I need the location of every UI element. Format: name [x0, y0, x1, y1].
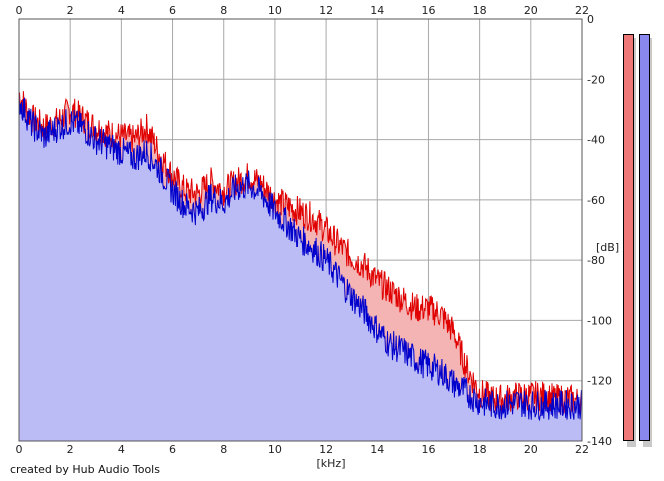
x-tick-label-bottom: 8	[220, 443, 227, 456]
x-tick-label-bottom: 10	[268, 443, 282, 456]
series-layer	[18, 91, 583, 442]
level-meter-left	[623, 34, 634, 441]
x-tick-label-top: 20	[524, 4, 538, 17]
x-tick-label-bottom: 0	[16, 443, 23, 456]
x-tick-label-top: 10	[268, 4, 282, 17]
y-tick-label: -20	[587, 73, 605, 86]
y-tick-label: -100	[587, 314, 612, 327]
credit-text: created by Hub Audio Tools	[10, 463, 160, 476]
series-1-line	[18, 91, 583, 422]
y-tick-label: -120	[587, 375, 612, 388]
y-tick-label: -60	[587, 194, 605, 207]
x-tick-label-bottom: 12	[319, 443, 333, 456]
y-tick-label: -140	[587, 435, 612, 448]
x-tick-label-top: 22	[575, 4, 589, 17]
x-tick-label-bottom: 22	[575, 443, 589, 456]
x-tick-label-bottom: 16	[421, 443, 435, 456]
plot-frame	[18, 18, 583, 442]
x-tick-label-bottom: 14	[370, 443, 384, 456]
x-tick-label-bottom: 6	[169, 443, 176, 456]
x-tick-label-top: 16	[421, 4, 435, 17]
series-1-area	[19, 91, 582, 442]
level-meter-right	[639, 34, 650, 441]
x-tick-label-top: 0	[16, 4, 23, 17]
y-tick-label: -80	[587, 254, 605, 267]
x-tick-label-bottom: 20	[524, 443, 538, 456]
x-tick-label-top: 12	[319, 4, 333, 17]
y-tick-label: 0	[587, 13, 594, 26]
x-tick-label-top: 4	[118, 4, 125, 17]
x-tick-label-bottom: 2	[67, 443, 74, 456]
x-axis-label: [kHz]	[317, 457, 346, 470]
x-tick-label-bottom: 4	[118, 443, 125, 456]
x-tick-label-top: 6	[169, 4, 176, 17]
x-tick-label-top: 14	[370, 4, 384, 17]
y-axis-label: [dB]	[596, 241, 619, 254]
x-tick-label-top: 2	[67, 4, 74, 17]
x-tick-label-top: 18	[473, 4, 487, 17]
x-tick-label-top: 8	[220, 4, 227, 17]
axes: 002244668810101212141416161818202022220-…	[16, 4, 612, 456]
y-tick-label: -40	[587, 134, 605, 147]
x-tick-label-bottom: 18	[473, 443, 487, 456]
